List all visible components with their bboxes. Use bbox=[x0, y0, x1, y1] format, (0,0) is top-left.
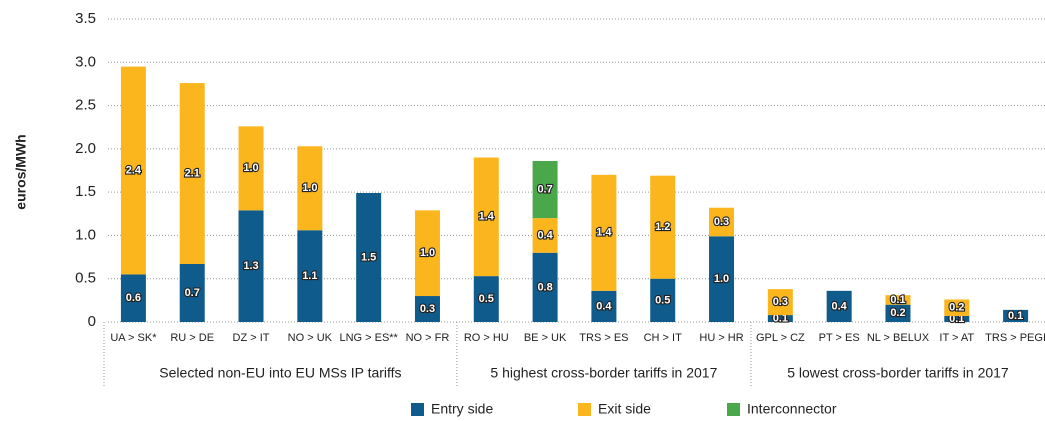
data-label: 1.1 bbox=[302, 270, 317, 282]
bar-segment bbox=[944, 315, 970, 322]
y-axis-label: euros/MWh bbox=[13, 134, 29, 209]
group-label: Selected non-EU into EU MSs IP tariffs bbox=[159, 365, 401, 381]
bar-segment bbox=[709, 207, 735, 237]
x-tick-label: RO > HU bbox=[464, 332, 509, 344]
bar-segment bbox=[532, 252, 558, 322]
bar-segment bbox=[709, 236, 735, 322]
bar-segment bbox=[826, 290, 852, 322]
bar-segment bbox=[356, 193, 382, 322]
x-tick-label: GPL > CZ bbox=[756, 332, 805, 344]
x-tick-label: CH > IT bbox=[644, 332, 682, 344]
data-label: 1.2 bbox=[655, 221, 670, 233]
data-label: 0.4 bbox=[832, 300, 848, 312]
x-tick-label: NO > FR bbox=[406, 332, 450, 344]
x-tick-label: IT > AT bbox=[939, 332, 974, 344]
y-tick-label: 2.0 bbox=[75, 140, 96, 157]
bar-segment bbox=[473, 276, 499, 322]
bar-segment bbox=[297, 146, 323, 231]
bar-segment bbox=[179, 263, 205, 322]
x-tick-label: TRS > PEGI bbox=[985, 332, 1045, 344]
x-tick-label: PT > ES bbox=[819, 332, 860, 344]
bar-segment bbox=[297, 230, 323, 322]
legend-swatch bbox=[411, 403, 424, 416]
data-label: 1.0 bbox=[243, 162, 258, 174]
data-label: 1.0 bbox=[420, 247, 435, 259]
data-label: 0.2 bbox=[949, 302, 964, 314]
data-label: 0.1 bbox=[890, 294, 905, 306]
bar-segment bbox=[650, 278, 676, 322]
x-tick-label: RU > DE bbox=[170, 332, 214, 344]
bar-segment bbox=[532, 218, 558, 253]
data-label: 0.5 bbox=[479, 293, 494, 305]
data-label: 0.3 bbox=[420, 303, 435, 315]
bar-segment bbox=[238, 126, 264, 211]
x-tick-label: DZ > IT bbox=[233, 332, 270, 344]
bar-segment bbox=[767, 289, 793, 316]
y-tick-label: 1.0 bbox=[75, 226, 96, 243]
x-tick-label: UA > SK* bbox=[110, 332, 157, 344]
data-label: 0.4 bbox=[537, 229, 553, 241]
y-tick-label: 0 bbox=[88, 313, 96, 330]
data-label: 0.1 bbox=[1008, 310, 1023, 322]
legend-label: Entry side bbox=[431, 401, 493, 417]
data-label: 1.0 bbox=[714, 273, 729, 285]
bar-segment bbox=[885, 295, 911, 305]
legend-label: Exit side bbox=[598, 401, 651, 417]
bar-segment bbox=[120, 274, 146, 322]
data-label: 0.6 bbox=[126, 292, 141, 304]
data-label: 0.3 bbox=[714, 216, 729, 228]
data-label: 1.3 bbox=[243, 260, 258, 272]
group-label: 5 highest cross-border tariffs in 2017 bbox=[490, 365, 717, 381]
x-tick-label: LNG > ES** bbox=[339, 332, 398, 344]
x-tick-label: TRS > ES bbox=[579, 332, 628, 344]
data-label: 0.4 bbox=[596, 300, 612, 312]
bar-segment bbox=[532, 160, 558, 219]
data-label: 0.7 bbox=[185, 287, 200, 299]
x-tick-label: NL > BELUX bbox=[867, 332, 930, 344]
y-tick-label: 1.5 bbox=[75, 183, 96, 200]
x-tick-label: HU > HR bbox=[699, 332, 743, 344]
y-tick-label: 3.5 bbox=[75, 10, 96, 27]
data-label: 1.0 bbox=[302, 182, 317, 194]
y-tick-label: 2.5 bbox=[75, 97, 96, 114]
bar-segment bbox=[944, 299, 970, 316]
bar-segment bbox=[1003, 309, 1029, 322]
bar-segment bbox=[885, 304, 911, 322]
data-label: 0.8 bbox=[537, 281, 552, 293]
x-tick-label: BE > UK bbox=[524, 332, 567, 344]
data-label: 1.5 bbox=[361, 251, 376, 263]
bar-segment bbox=[238, 210, 264, 322]
bar-segment bbox=[591, 174, 617, 291]
bar-segment bbox=[473, 157, 499, 277]
group-label: 5 lowest cross-border tariffs in 2017 bbox=[787, 365, 1009, 381]
data-label: 0.2 bbox=[890, 307, 905, 319]
data-label: 2.1 bbox=[185, 167, 200, 179]
bar-segment bbox=[120, 66, 146, 275]
data-label: 0.7 bbox=[537, 183, 552, 195]
bar-segment bbox=[650, 175, 676, 279]
bar-segment bbox=[591, 290, 617, 322]
y-tick-label: 3.0 bbox=[75, 53, 96, 70]
legend-label: Interconnector bbox=[747, 401, 837, 417]
bar-segment bbox=[414, 210, 440, 297]
legend-swatch bbox=[578, 403, 591, 416]
data-label: 0.5 bbox=[655, 294, 670, 306]
bar-segment bbox=[414, 296, 440, 322]
data-label: 1.4 bbox=[479, 211, 495, 223]
data-label: 0.3 bbox=[773, 296, 788, 308]
bar-segment bbox=[767, 315, 793, 322]
y-tick-label: 0.5 bbox=[75, 270, 96, 287]
data-label: 2.4 bbox=[126, 164, 142, 176]
x-tick-label: NO > UK bbox=[288, 332, 333, 344]
data-label: 1.4 bbox=[596, 227, 612, 239]
bar-segment bbox=[179, 83, 205, 264]
legend-swatch bbox=[727, 403, 740, 416]
